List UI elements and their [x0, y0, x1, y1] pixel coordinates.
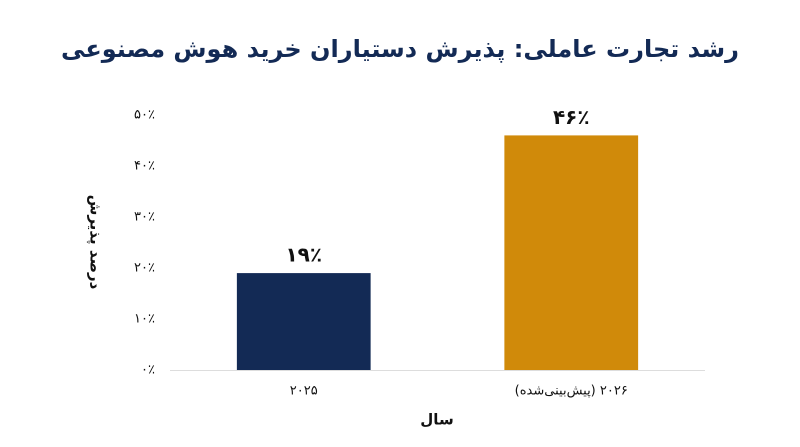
x-tick-label: ۲۰۲۵: [290, 384, 318, 399]
x-axis-label: سال: [420, 411, 453, 429]
y-tick-label: ۳۰٪: [134, 210, 155, 225]
y-tick-label: ۰٪: [141, 363, 155, 378]
bar: [504, 135, 639, 370]
value-label: ۱۹٪: [285, 243, 322, 267]
y-tick-label: ۴۰٪: [134, 159, 155, 174]
value-label: ۴۶٪: [553, 105, 590, 129]
chart-title: رشد تجارت عاملی: پذیرش دستیاران خرید هوش…: [61, 35, 739, 63]
x-tick-label: ۲۰۲۶ (پیش‌بینی‌شده): [515, 384, 628, 399]
y-tick-label: ۲۰٪: [134, 261, 155, 276]
y-tick-label: ۱۰٪: [134, 312, 155, 327]
y-tick-label: ۵۰٪: [134, 108, 155, 123]
bar: [236, 273, 371, 370]
y-axis-label: درصد پذیرش: [86, 195, 105, 290]
